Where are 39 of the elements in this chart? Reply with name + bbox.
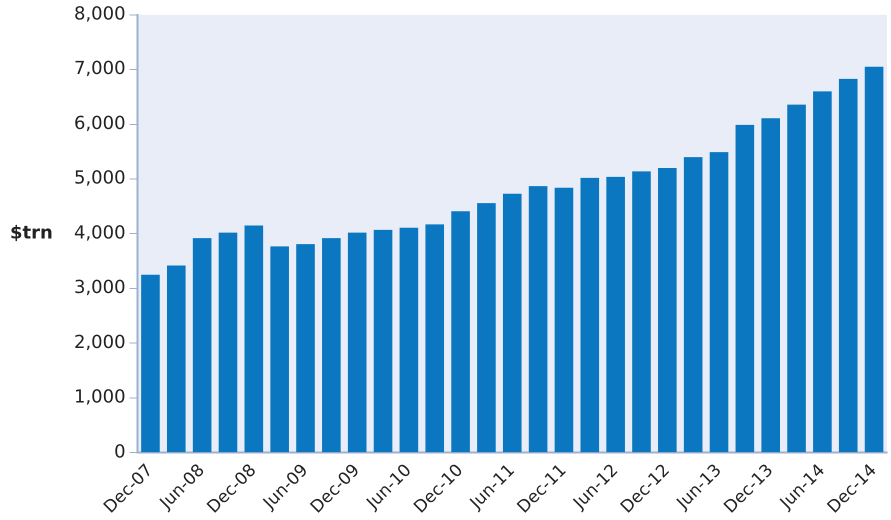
- bar: [244, 226, 264, 452]
- bar: [658, 168, 677, 452]
- bar: [684, 157, 702, 452]
- y-tick-label: 1,000: [74, 386, 126, 408]
- bar: [322, 238, 341, 452]
- bar: [296, 244, 315, 452]
- y-tick-label: 2,000: [74, 332, 126, 353]
- bar: [838, 78, 858, 452]
- bar: [710, 152, 728, 452]
- bar: [632, 171, 651, 452]
- y-tick-label: 8,000: [74, 3, 126, 24]
- bar: [270, 246, 289, 452]
- y-tick-label: 3,000: [74, 277, 126, 298]
- bar: [606, 176, 625, 452]
- bar: [787, 104, 806, 452]
- y-tick-label: 5,000: [74, 168, 126, 189]
- y-tick-label: 4,000: [74, 222, 126, 244]
- bar: [141, 274, 160, 452]
- bar: [218, 232, 238, 452]
- bar: [425, 224, 444, 452]
- bar: [348, 232, 367, 452]
- bar: [813, 91, 832, 452]
- bar: [864, 66, 884, 452]
- bar: [451, 211, 470, 452]
- bar: [554, 188, 574, 452]
- bar: [166, 265, 186, 452]
- y-tick-label: 0: [114, 441, 126, 462]
- bar: [192, 238, 212, 452]
- bar: [400, 228, 418, 452]
- bar: [736, 124, 754, 452]
- y-axis-title: $trn: [10, 222, 53, 244]
- bar: [528, 186, 548, 452]
- bar: [374, 230, 392, 452]
- y-tick-label: 7,000: [74, 58, 126, 80]
- y-tick-label: 6,000: [74, 112, 126, 134]
- bar: [761, 118, 780, 452]
- bar: [580, 178, 600, 452]
- bar: [502, 194, 522, 452]
- bar: [477, 203, 496, 452]
